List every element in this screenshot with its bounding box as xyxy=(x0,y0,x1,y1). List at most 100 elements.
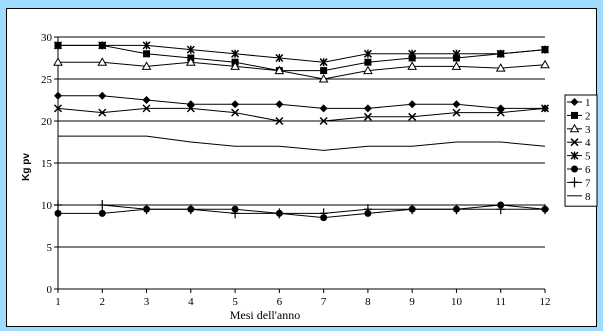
data-point-1-1 xyxy=(54,91,62,100)
legend-marker xyxy=(570,138,579,147)
data-point-4-6 xyxy=(275,116,284,126)
series-line-6 xyxy=(58,204,546,219)
series-line-8 xyxy=(58,135,546,151)
data-point-5-5 xyxy=(231,49,240,58)
x-tick-label: 4 xyxy=(188,296,194,308)
legend-item-5: 5 xyxy=(567,151,591,163)
legend-item-1: 1 xyxy=(567,97,591,109)
x-tick-label: 9 xyxy=(409,296,415,308)
y-tick-label: 30 xyxy=(41,32,53,44)
legend-marker xyxy=(570,177,579,188)
data-point-5-7 xyxy=(319,58,328,67)
legend-item-4: 4 xyxy=(567,137,591,149)
data-point-1-4 xyxy=(186,100,195,109)
legend-label: 2 xyxy=(585,110,591,122)
data-point-5-2 xyxy=(98,41,107,50)
data-point-3-9 xyxy=(407,61,418,70)
data-point-4-4 xyxy=(186,104,195,113)
y-tick-label: 20 xyxy=(41,116,53,128)
y-tick-label: 5 xyxy=(47,242,53,254)
series-line-3 xyxy=(58,61,546,80)
data-point-5-4 xyxy=(186,45,195,54)
series-lines xyxy=(53,41,550,222)
legend-marker xyxy=(571,165,578,173)
x-tick-label: 2 xyxy=(100,296,106,308)
legend-marker xyxy=(570,98,579,106)
data-point-1-9 xyxy=(408,100,417,109)
y-tick-label: 0 xyxy=(47,284,53,296)
y-axis-title: Kg pv xyxy=(21,153,32,181)
data-point-5-3 xyxy=(142,41,151,50)
data-point-7-11 xyxy=(496,204,505,215)
data-point-1-7 xyxy=(319,104,328,113)
data-point-1-10 xyxy=(452,100,461,109)
legend-label: 8 xyxy=(585,191,591,203)
data-point-3-6 xyxy=(274,65,285,75)
data-point-4-7 xyxy=(319,116,328,126)
legend-marker xyxy=(571,111,578,119)
data-point-5-6 xyxy=(275,53,284,63)
legend-box xyxy=(564,94,598,207)
data-point-5-8 xyxy=(363,49,372,58)
data-point-1-6 xyxy=(275,100,284,109)
data-point-4-10 xyxy=(452,108,461,117)
legend: 12 34 567 8 xyxy=(564,94,598,207)
legend-marker xyxy=(570,151,579,160)
series-line-1 xyxy=(58,95,545,109)
data-point-4-2 xyxy=(98,108,107,117)
data-point-3-11 xyxy=(495,63,506,72)
data-point-1-8 xyxy=(363,104,372,113)
data-point-3-1 xyxy=(53,57,63,66)
legend-item-3: 3 xyxy=(567,123,591,136)
x-tick-label: 11 xyxy=(495,296,506,308)
data-point-7-7 xyxy=(319,208,328,219)
data-point-2-3 xyxy=(143,50,151,58)
data-point-2-10 xyxy=(452,54,460,62)
legend-label: 6 xyxy=(585,164,591,176)
x-tick-label: 1 xyxy=(55,296,61,308)
legend-label: 7 xyxy=(585,177,591,189)
data-point-3-3 xyxy=(141,61,152,70)
data-point-2-7 xyxy=(320,67,328,75)
legend-label: 1 xyxy=(585,97,591,109)
x-tick-label: 6 xyxy=(277,296,283,308)
y-tick-label: 10 xyxy=(41,200,53,212)
legend-item-8: 8 xyxy=(567,191,591,203)
series-line-5 xyxy=(58,44,546,63)
data-point-2-8 xyxy=(364,58,372,66)
data-point-7-4 xyxy=(186,204,195,215)
legend-item-6: 6 xyxy=(567,164,591,176)
data-point-4-12 xyxy=(540,104,550,113)
x-tick-label: 7 xyxy=(321,296,327,308)
data-point-7-10 xyxy=(452,204,461,215)
series-line-2 xyxy=(58,44,546,72)
data-point-6-2 xyxy=(98,209,106,217)
series-3 xyxy=(53,57,550,83)
legend-label: 4 xyxy=(585,137,591,149)
data-point-7-1 xyxy=(54,200,62,210)
data-point-7-5 xyxy=(231,208,240,219)
legend-item-2: 2 xyxy=(567,110,591,122)
data-point-4-1 xyxy=(53,104,63,113)
data-point-4-11 xyxy=(496,108,505,117)
data-point-7-3 xyxy=(142,204,151,215)
x-tick-label: 5 xyxy=(232,296,238,308)
series-8 xyxy=(58,135,546,151)
data-point-7-8 xyxy=(363,204,372,215)
series-line-4 xyxy=(57,107,546,122)
data-point-5-9 xyxy=(408,49,417,58)
data-point-7-6 xyxy=(275,208,284,219)
data-point-1-5 xyxy=(231,100,240,109)
y-tick-label: 15 xyxy=(41,158,53,170)
series-2 xyxy=(54,41,549,75)
data-point-3-8 xyxy=(363,65,373,75)
legend-item-7: 7 xyxy=(567,177,591,189)
data-point-3-5 xyxy=(230,61,240,70)
legend-marker xyxy=(569,123,580,133)
series-1 xyxy=(54,91,549,113)
data-point-3-4 xyxy=(185,57,196,66)
data-point-5-1 xyxy=(53,41,63,50)
data-point-4-5 xyxy=(231,108,240,117)
data-point-5-11 xyxy=(496,49,505,58)
legend-label: 5 xyxy=(585,151,591,163)
